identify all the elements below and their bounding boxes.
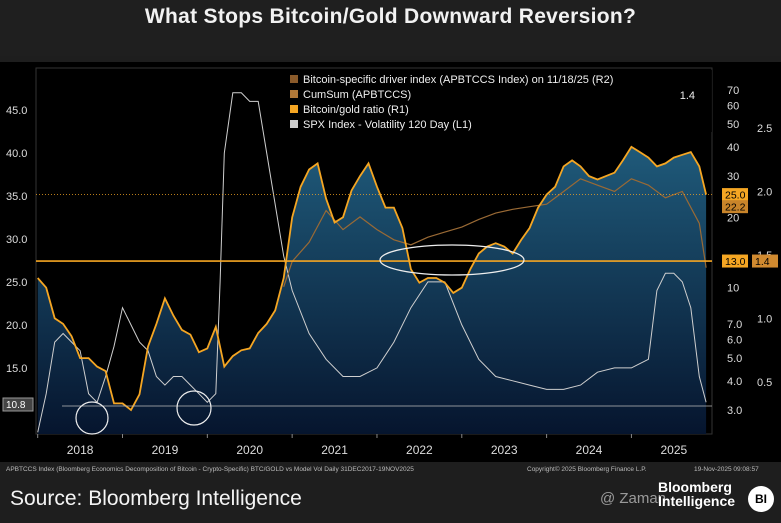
last-value-tag-label: 13.0 (725, 256, 746, 268)
brand-line-2: Intelligence (658, 493, 736, 509)
x-tick-label: 2018 (67, 443, 94, 457)
x-tick-label: 2025 (660, 443, 687, 457)
x-tick-label: 2024 (576, 443, 603, 457)
legend-entry: SPX Index - Volatility 120 Day (L1) (303, 119, 472, 131)
x-tick-label: 2021 (321, 443, 348, 457)
annotations (75, 244, 525, 435)
footnote-date: 19-Nov-2025 09:08:57 (694, 466, 759, 473)
x-tick-label: 2023 (491, 443, 518, 457)
legend-entry: CumSum (APBTCCS) (303, 89, 411, 101)
source-caption: Source: Bloomberg Intelligence (10, 487, 302, 510)
right-axis1-tick-label: 5.0 (727, 353, 742, 365)
annotation-circle-2018 (75, 401, 109, 435)
last-value-tag-label: 25.0 (725, 190, 746, 202)
annotation-circle-2019 (176, 390, 212, 426)
right-axis1-tick-label: 7.0 (727, 319, 742, 331)
brand-name: Bloomberg Intelligence (658, 480, 735, 508)
left-tick-label: 45.0 (6, 105, 27, 117)
chart-title: What Stops Bitcoin/Gold Downward Reversi… (0, 0, 781, 56)
legend-swatch (290, 75, 298, 83)
last-value-tag (722, 200, 748, 214)
last-value-tag (722, 254, 748, 268)
left-last-label-box (2, 397, 34, 412)
legend-entry: Bitcoin-specific driver index (APBTCCS I… (303, 74, 613, 86)
right-axis2-tick-label: 0.5 (757, 377, 772, 389)
x-tick-label: 2019 (152, 443, 179, 457)
annotation-ellipse-2022 (379, 244, 525, 276)
right-axis1-tick-label: 20 (727, 212, 739, 224)
right-axis2-tick-label: 1.0 (757, 314, 772, 326)
ratio-area-fill (37, 146, 707, 434)
legend: Bitcoin-specific driver index (APBTCCS I… (282, 70, 712, 132)
right-axis1-tick-label: 4.0 (727, 376, 742, 388)
left-last-label: 10.8 (6, 400, 26, 411)
right-axis2-tick-label: 2.5 (757, 123, 772, 135)
chart-svg: 2018 2019 2020 2021 2022 2023 2024 2025 45.0 40.0… (2, 67, 778, 457)
legend-box (282, 70, 712, 132)
watermark-text: @ Zaman (600, 490, 667, 507)
last-value-tag (752, 254, 778, 268)
legend-swatch (290, 105, 298, 113)
right-axis1-tick-label: 6.0 (727, 335, 742, 347)
right-axis1-tick-label: 70 (727, 85, 739, 97)
left-tick-label: 30.0 (6, 234, 27, 246)
bi-logo-icon: BI (748, 486, 774, 512)
left-tick-label: 25.0 (6, 277, 27, 289)
x-tick-label: 2022 (406, 443, 433, 457)
footnote-copyright: Copyright© 2025 Bloomberg Finance L.P. (527, 466, 647, 473)
left-tick-label: 20.0 (6, 320, 27, 332)
right-axis2-tick-label: 2.0 (757, 187, 772, 199)
spx-volatility-line (37, 92, 707, 433)
brand-line-1: Bloomberg (658, 479, 732, 495)
right-axis1-tick-label: 10 (727, 283, 739, 295)
axes: 2018 2019 2020 2021 2022 2023 2024 2025 45.0 40.0… (2, 85, 778, 457)
left-tick-label: 15.0 (6, 363, 27, 375)
legend-value: 1.4 (680, 90, 695, 102)
legend-swatch (290, 120, 298, 128)
chart-area: 2018 2019 2020 2021 2022 2023 2024 2025 45.0 40.0… (0, 62, 781, 462)
last-value-tag-label: 22.2 (725, 202, 746, 214)
legend-entry: Bitcoin/gold ratio (R1) (303, 104, 409, 116)
right-axis1-tick-label: 50 (727, 119, 739, 131)
reference-lines (36, 194, 712, 407)
legend-swatch (290, 90, 298, 98)
bitcoin-gold-ratio-line (37, 145, 707, 412)
x-tick-label: 2020 (236, 443, 263, 457)
last-value-tag-label: 1.4 (755, 256, 770, 268)
right-axis1-tick-label: 40 (727, 142, 739, 154)
cumsum-line (283, 178, 707, 287)
right-axis1-tick-label: 30 (727, 171, 739, 183)
left-tick-label: 35.0 (6, 191, 27, 203)
last-value-tag (722, 188, 748, 202)
footnote-description: APBTCCS Index (Bloomberg Economics Decom… (6, 466, 414, 473)
left-tick-label: 40.0 (6, 148, 27, 160)
right-axis1-tick-label: 60 (727, 101, 739, 113)
right-axis1-tick-label: 3.0 (727, 405, 742, 417)
